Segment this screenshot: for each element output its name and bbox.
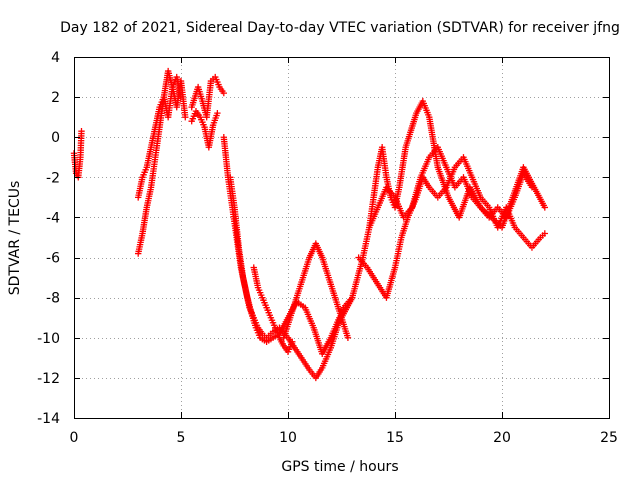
y-tick-label: -2: [46, 170, 60, 186]
series-track-e: [188, 107, 221, 151]
x-tick-label: 0: [70, 430, 79, 446]
y-axis-label: SDTVAR / TECUs: [7, 181, 23, 296]
x-tick-label: 5: [177, 430, 186, 446]
y-tick-label: 4: [51, 50, 60, 66]
data-point: [78, 128, 85, 135]
data-point: [541, 230, 548, 237]
data-point: [177, 93, 185, 101]
y-tick-label: -6: [46, 251, 60, 267]
data-point: [541, 204, 548, 211]
y-tick-label: -10: [37, 331, 60, 347]
x-tick-label: 20: [493, 430, 511, 446]
x-tick-label: 15: [386, 430, 404, 446]
data-point: [528, 184, 536, 191]
data-point: [344, 334, 352, 341]
x-tick-label: 10: [279, 430, 297, 446]
y-tick-label: -8: [46, 291, 60, 307]
x-axis-label: GPS time / hours: [281, 459, 398, 475]
x-tick-labels: 0 5 10 15 20 25: [70, 430, 618, 446]
y-tick-label: -12: [37, 371, 60, 387]
grid-lines: [74, 57, 609, 418]
data-point: [289, 338, 296, 345]
series-track-i: [280, 240, 352, 341]
series-track-d: [188, 73, 227, 121]
y-tick-labels: -14 -12 -10 -8 -6 -4 -2 0 2 4: [37, 50, 60, 427]
data-point: [182, 113, 189, 121]
data-points: [70, 67, 548, 382]
series-track-l: [366, 144, 536, 231]
data-point: [220, 89, 227, 97]
plot-frame: [74, 57, 610, 419]
chart-title: Day 182 of 2021, Sidereal Day-to-day VTE…: [60, 20, 620, 36]
y-tick-label: -4: [46, 210, 60, 226]
series-track-h: [250, 264, 296, 356]
y-tick-label: 0: [51, 130, 60, 146]
y-tick-label: 2: [51, 90, 60, 106]
series-track-c: [135, 73, 185, 201]
axis-ticks: [74, 57, 610, 419]
x-tick-label: 25: [600, 430, 618, 446]
y-tick-label: -14: [37, 411, 60, 427]
data-point: [214, 109, 221, 117]
